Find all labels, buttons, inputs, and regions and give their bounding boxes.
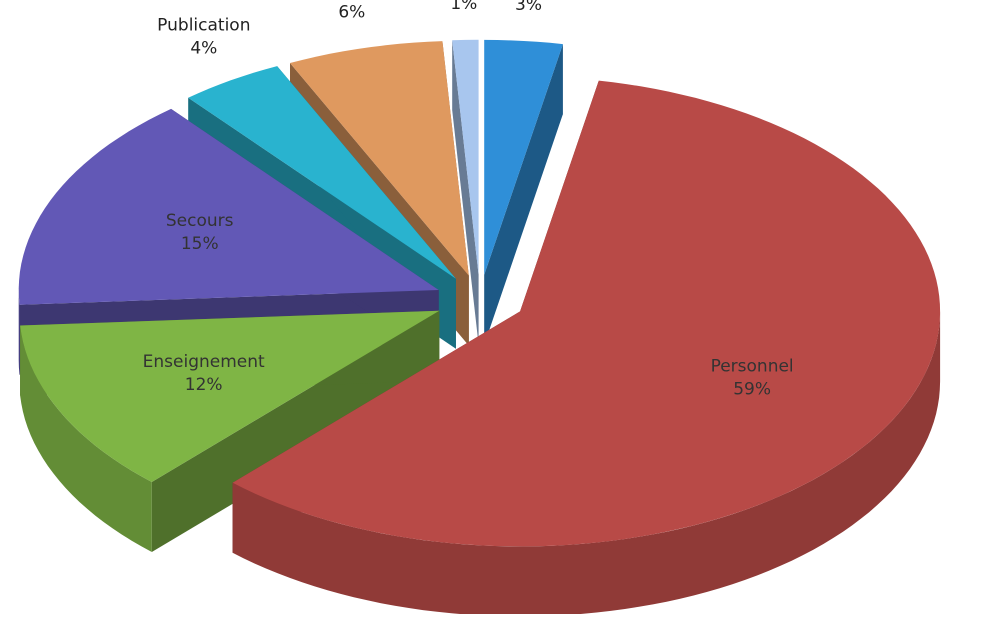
value-label: 59% <box>733 380 771 400</box>
value-label: 12% <box>185 375 223 395</box>
pie-slice <box>484 39 563 275</box>
pie-slice <box>290 41 469 276</box>
value-label: 1% <box>450 0 477 14</box>
category-label: Enseignement <box>143 352 265 372</box>
category-label: Secours <box>166 211 234 231</box>
value-label: 6% <box>338 3 365 23</box>
slice-wall <box>484 44 563 345</box>
category-label: Personnel <box>711 357 794 377</box>
pie-slice-group <box>20 310 440 552</box>
pie-slice-group <box>232 80 941 617</box>
pie-slice-group <box>484 39 563 345</box>
pie-slice <box>18 108 439 305</box>
slice-side <box>20 325 152 552</box>
value-label: 4% <box>190 39 217 59</box>
pie-slice <box>232 80 941 547</box>
pie-slice <box>20 310 440 482</box>
value-label: 15% <box>181 234 219 254</box>
category-label: Publication <box>157 16 250 36</box>
slice-wall <box>452 40 479 345</box>
pie-slice <box>452 39 479 275</box>
pie-slice-group <box>452 39 479 345</box>
slice-side <box>232 311 941 617</box>
value-label: 3% <box>515 0 542 15</box>
pie-slice <box>188 66 456 279</box>
slice-side <box>18 290 20 375</box>
